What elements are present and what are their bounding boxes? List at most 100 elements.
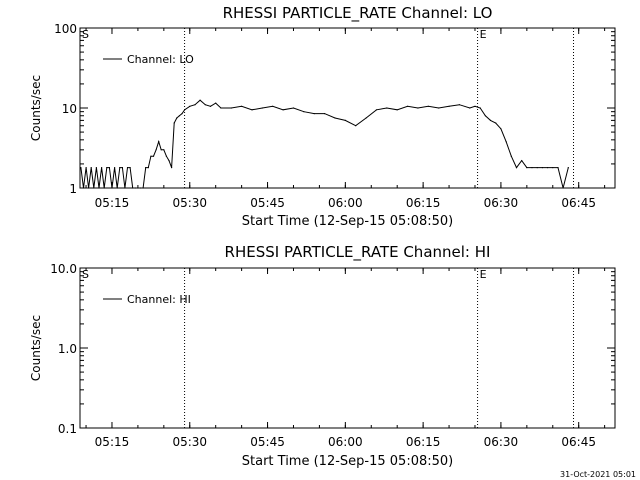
data-point	[334, 117, 336, 119]
data-point	[500, 128, 502, 130]
data-point	[173, 122, 175, 124]
data-point	[220, 107, 222, 109]
data-point	[313, 113, 315, 115]
data-point	[121, 167, 123, 169]
data-point	[417, 107, 419, 109]
x-tick-label: 06:00	[328, 196, 363, 210]
x-tick-label: 06:45	[561, 196, 596, 210]
data-point	[272, 105, 274, 107]
data-point	[101, 167, 103, 169]
plot-frame	[79, 267, 616, 429]
data-point	[90, 167, 92, 169]
x-tick-label: 05:15	[95, 196, 130, 210]
data-point	[241, 105, 243, 107]
data-point	[129, 167, 131, 169]
data-point	[114, 167, 116, 169]
x-tick-label: 05:30	[172, 196, 207, 210]
data-point	[98, 187, 100, 189]
y-tick-label: 10.0	[50, 262, 77, 276]
plot-frame	[79, 27, 616, 189]
data-point	[292, 107, 295, 109]
data-point	[355, 125, 357, 127]
data-point	[458, 104, 460, 106]
data-point	[562, 187, 564, 189]
data-point	[209, 105, 212, 107]
x-tick-label: 06:15	[406, 196, 441, 210]
data-point	[204, 104, 206, 106]
data-point	[126, 167, 129, 169]
data-point	[521, 160, 523, 162]
data-point	[178, 115, 180, 117]
chart-title: RHESSI PARTICLE_RATE Channel: LO	[223, 4, 493, 23]
data-point	[108, 167, 110, 169]
data-point	[95, 167, 97, 169]
data-point	[124, 187, 126, 189]
data-point	[557, 167, 559, 169]
x-tick-label: 06:15	[406, 435, 441, 449]
event-marker-label: E	[480, 28, 487, 41]
data-point	[479, 107, 481, 109]
data-point	[82, 187, 85, 189]
data-point	[160, 149, 162, 151]
data-point	[106, 167, 108, 169]
data-point	[495, 122, 497, 124]
data-point	[396, 109, 398, 111]
y-tick-label: 100	[54, 22, 77, 36]
x-axis-label: Start Time (12-Sep-15 05:08:50)	[242, 214, 453, 229]
data-point	[85, 167, 87, 169]
data-point	[168, 160, 170, 162]
data-point	[552, 167, 554, 169]
x-tick-label: 06:45	[561, 435, 596, 449]
data-point	[567, 167, 569, 169]
data-point	[139, 187, 142, 189]
data-point	[184, 109, 186, 111]
data-point	[132, 187, 134, 189]
data-point	[536, 167, 538, 169]
data-point	[165, 155, 167, 157]
data-point	[547, 167, 549, 169]
data-point	[163, 149, 165, 151]
x-tick-label: 06:00	[328, 435, 363, 449]
data-point	[365, 117, 367, 119]
data-point	[526, 167, 528, 169]
y-axis-label: Counts/sec	[29, 75, 43, 141]
data-point	[189, 105, 191, 107]
event-marker-label: S	[82, 28, 89, 41]
data-point	[489, 119, 492, 121]
data-point	[137, 187, 139, 189]
legend-label: Channel: LO	[127, 53, 194, 66]
data-point	[199, 99, 201, 101]
timestamp: 31-Oct-2021 05:01	[560, 470, 636, 479]
data-point	[147, 167, 149, 169]
x-tick-label: 05:45	[250, 435, 285, 449]
data-point	[194, 104, 196, 106]
data-point	[448, 105, 450, 107]
data-point	[407, 105, 409, 107]
data-point	[303, 111, 305, 113]
data-point	[116, 187, 118, 189]
data-point	[88, 187, 90, 189]
data-point	[261, 107, 263, 109]
data-point	[541, 167, 544, 169]
legend-label: Channel: HI	[127, 293, 191, 306]
y-tick-label: 10	[62, 102, 77, 116]
data-point	[531, 167, 533, 169]
data-point	[215, 102, 217, 104]
x-tick-label: 06:30	[484, 435, 519, 449]
x-tick-label: 05:30	[172, 435, 207, 449]
event-marker-label: E	[480, 268, 487, 281]
x-tick-label: 05:15	[95, 435, 130, 449]
data-point	[176, 117, 178, 119]
data-point	[324, 113, 326, 115]
data-point	[505, 141, 507, 143]
x-axis-label: Start Time (12-Sep-15 05:08:50)	[242, 454, 453, 469]
data-point	[469, 107, 471, 109]
data-point	[158, 141, 160, 143]
data-point	[510, 155, 512, 157]
data-point	[344, 119, 346, 121]
data-point	[181, 113, 183, 115]
chart-panel-2: RHESSI PARTICLE_RATE Channel: HI 05:15 05:…	[29, 243, 616, 469]
chart-panel-1: RHESSI PARTICLE_RATE Channel: LO 05:15 05:…	[29, 4, 616, 229]
x-tick-label: 06:30	[484, 196, 519, 210]
